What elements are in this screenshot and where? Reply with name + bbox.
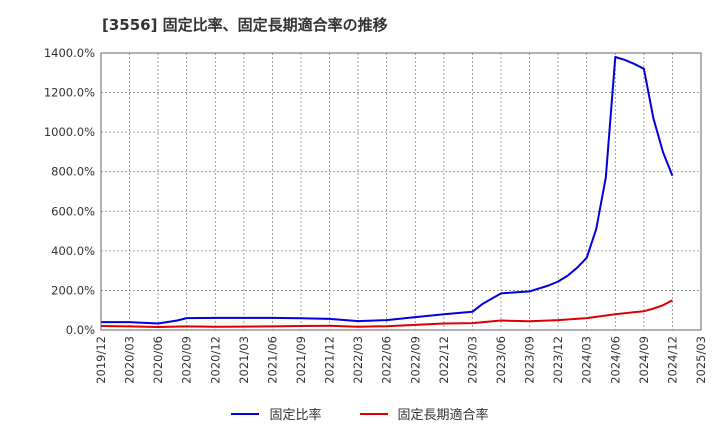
y-tick-label: 0.0% <box>66 323 95 337</box>
y-tick-label: 1400.0% <box>44 46 95 60</box>
y-tick-label: 1000.0% <box>44 125 95 139</box>
x-tick-label: 2024/06 <box>608 336 622 384</box>
x-tick-label: 2022/03 <box>351 336 365 384</box>
x-tick-label: 2024/09 <box>637 336 651 384</box>
x-tick-label: 2021/12 <box>323 336 337 384</box>
x-tick-label: 2021/06 <box>265 336 279 384</box>
series-lines <box>100 56 674 328</box>
y-tick-label: 1200.0% <box>44 86 95 100</box>
chart-title: [3556] 固定比率、固定長期適合率の推移 <box>102 16 388 34</box>
x-tick-label: 2022/12 <box>437 336 451 384</box>
x-tick-label: 2022/09 <box>408 336 422 384</box>
x-tick-label: 2023/09 <box>523 336 537 384</box>
x-tick-label: 2023/12 <box>551 336 565 384</box>
x-tick-label: 2020/09 <box>180 336 194 384</box>
x-tick-label: 2024/12 <box>665 336 679 384</box>
x-tick-label: 2024/03 <box>580 336 594 384</box>
x-tick-label: 2021/09 <box>294 336 308 384</box>
y-tick-label: 200.0% <box>51 283 95 297</box>
y-tick-label: 400.0% <box>51 244 95 258</box>
plot-frame <box>100 52 702 331</box>
x-tick-label: 2020/06 <box>151 336 165 384</box>
x-axis-ticks: 2019/12 2020/03 2020/06 2020/09 2020/12 2021/… <box>94 336 708 384</box>
series-line-1 <box>101 56 674 325</box>
y-tick-label: 600.0% <box>51 204 95 218</box>
legend-item-series-1: 固定比率 <box>231 404 322 423</box>
x-tick-label: 2021/03 <box>237 336 251 384</box>
x-tick-label: 2019/12 <box>94 336 108 384</box>
x-tick-label: 2022/06 <box>380 336 394 384</box>
y-axis-ticks: 0.0% 200.0% 400.0% 600.0% 800.0% 1000.0% 1200.… <box>44 46 95 337</box>
legend: 固定比率 固定長期適合率 <box>0 404 720 423</box>
x-tick-label: 2023/06 <box>494 336 508 384</box>
series-line-2 <box>100 299 673 328</box>
x-tick-label: 2020/03 <box>123 336 137 384</box>
x-tick-label: 2020/12 <box>208 336 222 384</box>
grid <box>100 52 702 331</box>
legend-swatch-blue <box>231 412 260 415</box>
y-tick-label: 800.0% <box>51 165 95 179</box>
x-tick-label: 2023/03 <box>465 336 479 384</box>
legend-item-series-2: 固定長期適合率 <box>359 404 489 423</box>
legend-label: 固定比率 <box>269 408 322 423</box>
legend-label: 固定長期適合率 <box>397 408 489 423</box>
x-tick-label: 2025/03 <box>694 336 708 384</box>
legend-swatch-red <box>359 412 388 415</box>
